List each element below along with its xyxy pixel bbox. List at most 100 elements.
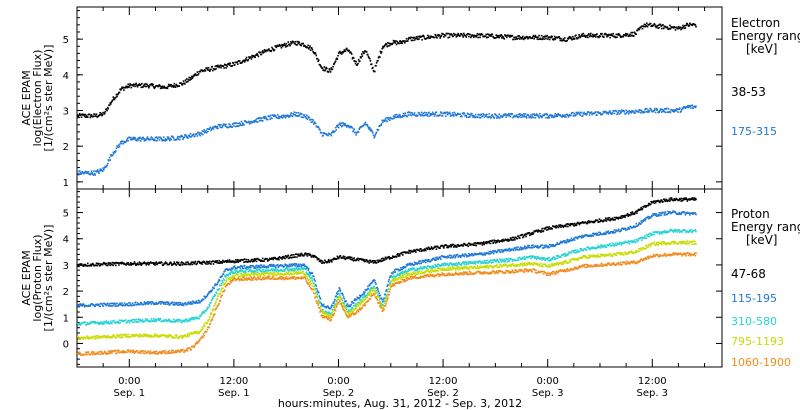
data-point: [120, 304, 123, 306]
data-point: [418, 112, 420, 114]
data-point: [343, 302, 346, 305]
data-point: [647, 204, 649, 207]
data-point: [440, 264, 443, 266]
data-point: [214, 68, 216, 71]
data-point: [438, 34, 441, 36]
data-point: [245, 266, 248, 269]
data-point: [180, 82, 182, 84]
data-point: [655, 26, 657, 29]
data-point: [362, 51, 364, 53]
data-point: [647, 109, 649, 112]
data-point: [345, 125, 347, 127]
data-point: [619, 110, 621, 112]
data-point: [172, 320, 174, 323]
data-point: [387, 117, 389, 119]
data-point: [664, 212, 666, 215]
data-point: [354, 60, 356, 62]
data-point: [108, 159, 110, 162]
data-point: [401, 268, 403, 271]
data-point: [452, 114, 454, 116]
data-point: [120, 262, 123, 265]
data-point: [547, 117, 549, 119]
data-point: [103, 262, 106, 264]
data-point: [250, 260, 252, 262]
data-point: [191, 303, 194, 305]
data-point: [77, 115, 80, 118]
data-point: [270, 263, 273, 266]
data-point: [442, 262, 445, 265]
y-tick-label: 5: [63, 35, 69, 46]
data-point: [638, 223, 640, 226]
data-point: [547, 257, 549, 259]
data-point: [542, 35, 545, 38]
data-point: [548, 257, 550, 259]
data-point: [175, 264, 177, 266]
data-point: [103, 320, 106, 323]
data-point: [581, 33, 583, 36]
data-point: [546, 258, 548, 261]
data-point: [575, 224, 578, 227]
data-point: [81, 305, 83, 307]
top-ylabel-line-1: ACE EPAM: [20, 70, 33, 125]
data-point: [327, 70, 330, 73]
data-point: [109, 102, 111, 104]
data-point: [294, 114, 297, 117]
data-point: [355, 60, 357, 63]
data-point: [620, 229, 623, 231]
data-point: [464, 261, 467, 263]
data-point: [473, 36, 475, 39]
data-point: [468, 255, 471, 257]
data-point: [164, 138, 167, 140]
data-point: [337, 126, 340, 129]
data-point: [482, 242, 484, 245]
data-point: [233, 269, 236, 271]
data-point: [375, 65, 377, 67]
data-point: [327, 258, 330, 261]
data-point: [289, 41, 292, 43]
data-point: [129, 263, 131, 265]
data-point: [504, 249, 507, 252]
data-point: [116, 93, 119, 96]
data-point: [608, 34, 611, 36]
data-point: [124, 86, 127, 88]
data-point: [684, 214, 687, 216]
data-point: [494, 113, 497, 116]
data-point: [284, 263, 286, 266]
data-point: [415, 269, 418, 271]
data-point: [448, 111, 451, 114]
data-point: [532, 34, 535, 37]
data-point: [83, 264, 86, 267]
data-point: [90, 170, 93, 172]
data-point: [196, 262, 199, 264]
data-point: [85, 170, 88, 173]
data-point: [252, 259, 255, 261]
data-point: [189, 135, 191, 138]
data-point: [552, 257, 554, 259]
data-point: [545, 245, 548, 247]
data-point: [500, 258, 502, 261]
data-point: [120, 88, 123, 90]
data-point: [375, 289, 378, 292]
data-point: [496, 259, 499, 261]
data-point: [350, 258, 352, 261]
data-point: [400, 253, 402, 255]
data-point: [437, 33, 440, 36]
data-point: [503, 258, 506, 261]
data-point: [199, 302, 201, 304]
data-point: [486, 33, 489, 35]
data-point: [621, 109, 623, 111]
data-point: [413, 269, 416, 271]
data-point: [375, 132, 377, 135]
data-point: [221, 279, 223, 282]
data-point: [372, 66, 374, 69]
data-point: [570, 114, 572, 117]
data-point: [400, 267, 402, 269]
data-point: [650, 216, 652, 218]
data-point: [98, 321, 101, 324]
data-point: [103, 168, 105, 171]
data-point: [225, 261, 228, 263]
data-point: [155, 320, 157, 323]
data-point: [144, 262, 147, 264]
data-point: [456, 246, 458, 248]
data-point: [89, 305, 92, 307]
